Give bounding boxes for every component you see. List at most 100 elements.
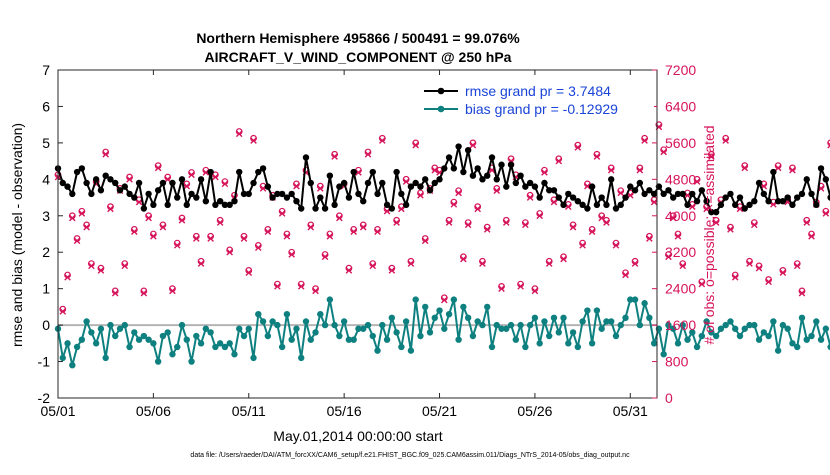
rmse-point — [417, 183, 424, 190]
rmse-point — [126, 190, 133, 198]
rmse-point — [350, 168, 357, 176]
rmse-point — [512, 179, 520, 187]
obs-assimilated-point — [407, 260, 415, 267]
obs-assimilated-point — [150, 232, 157, 240]
bias-point — [417, 332, 424, 340]
rmse-point — [522, 183, 529, 190]
obs-assimilated-point — [164, 176, 171, 183]
rmse-point — [431, 179, 438, 187]
bias-point — [522, 343, 529, 351]
y-tick-label: 0 — [42, 317, 50, 333]
rmse-point — [331, 201, 338, 209]
bias-point — [469, 332, 477, 340]
bias-point — [579, 318, 586, 325]
bias-point — [526, 321, 534, 329]
rmse-point — [498, 161, 505, 168]
obs-assimilated-point — [727, 226, 734, 233]
rmse-point — [193, 194, 200, 201]
bias-point — [336, 332, 343, 340]
bias-point — [307, 336, 314, 343]
bias-point — [531, 314, 539, 322]
rmse-point — [736, 194, 744, 201]
bias-point — [717, 325, 725, 332]
obs-assimilated-point — [588, 228, 596, 236]
obs-assimilated-point — [665, 253, 672, 261]
rmse-point — [684, 201, 691, 209]
obs-assimilated-point — [240, 235, 248, 242]
bias-point — [813, 318, 820, 325]
bias-point — [321, 321, 329, 329]
rmse-point — [321, 205, 329, 212]
obs-assimilated-point — [159, 223, 167, 231]
bias-point — [474, 318, 481, 325]
rmse-point — [121, 183, 128, 190]
rmse-point — [59, 179, 66, 187]
rmse-point — [78, 165, 86, 172]
chart-title: Northern Hemisphere 495866 / 500491 = 99… — [196, 30, 520, 46]
rmse-point — [340, 179, 348, 187]
bias-point — [340, 318, 348, 325]
bias-point — [646, 314, 653, 322]
obs-assimilated-point — [417, 191, 424, 199]
rmse-point — [159, 179, 167, 187]
rmse-point — [164, 201, 171, 209]
rmse-point — [674, 190, 682, 198]
bias-point — [145, 336, 152, 343]
bias-point — [174, 343, 181, 351]
obs-assimilated-point — [431, 166, 439, 174]
bias-point — [116, 325, 124, 332]
bias-point — [693, 343, 701, 351]
rmse-point — [83, 179, 90, 187]
obs-assimilated-point — [441, 296, 448, 304]
obs-assimilated-point — [545, 260, 553, 267]
obs-assimilated-point — [393, 219, 400, 226]
obs-assimilated-point — [221, 180, 229, 188]
obs-assimilated-point — [135, 198, 143, 206]
legend-rmse-marker — [437, 87, 445, 95]
rmse-point — [488, 154, 496, 161]
rmse-point — [317, 194, 324, 201]
rmse-point — [817, 165, 825, 172]
obs-assimilated-point — [650, 198, 658, 206]
obs-assimilated-point — [345, 267, 353, 274]
bias-point — [426, 329, 434, 336]
bias-point — [798, 314, 806, 322]
obs-assimilated-point — [731, 273, 739, 281]
y-tick-label: 2 — [42, 244, 50, 260]
x-axis-label: May.01,2014 00:00:00 start — [273, 428, 443, 444]
rmse-point — [622, 194, 629, 201]
bias-point — [565, 340, 572, 347]
obs-assimilated-point — [140, 289, 148, 297]
x-tick-label: 05/01 — [40, 403, 75, 419]
rmse-point — [779, 198, 787, 205]
bias-point — [269, 318, 276, 325]
rmse-point — [326, 172, 334, 179]
obs-assimilated-point — [398, 205, 405, 213]
rmse-point — [774, 198, 782, 205]
rmse-point — [617, 201, 624, 209]
bias-point — [464, 314, 472, 322]
rmse-point — [302, 154, 310, 161]
bias-point — [422, 303, 429, 311]
rmse-point — [689, 190, 696, 198]
chart-subtitle: AIRCRAFT_V_WIND_COMPONENT @ 250 hPa — [205, 49, 512, 65]
y-tick-label: 5 — [42, 135, 50, 151]
obs-assimilated-point — [83, 223, 90, 231]
bias-point — [264, 332, 272, 340]
rmse-point — [145, 190, 152, 198]
rmse-point — [116, 187, 124, 194]
bias-point — [598, 325, 605, 332]
rmse-point — [608, 176, 615, 183]
bias-point — [503, 325, 510, 332]
obs-assimilated-point — [350, 228, 357, 236]
y-tick-label: 1 — [42, 281, 50, 297]
rmse-point — [388, 205, 396, 212]
legend-rmse-label: rmse grand pr = 3.7484 — [465, 83, 611, 99]
obs-assimilated-point — [593, 153, 601, 160]
obs-assimilated-point — [312, 287, 319, 295]
rmse-point — [541, 179, 548, 187]
bias-point — [636, 321, 644, 329]
bias-point — [603, 318, 610, 325]
rmse-point — [550, 187, 558, 194]
